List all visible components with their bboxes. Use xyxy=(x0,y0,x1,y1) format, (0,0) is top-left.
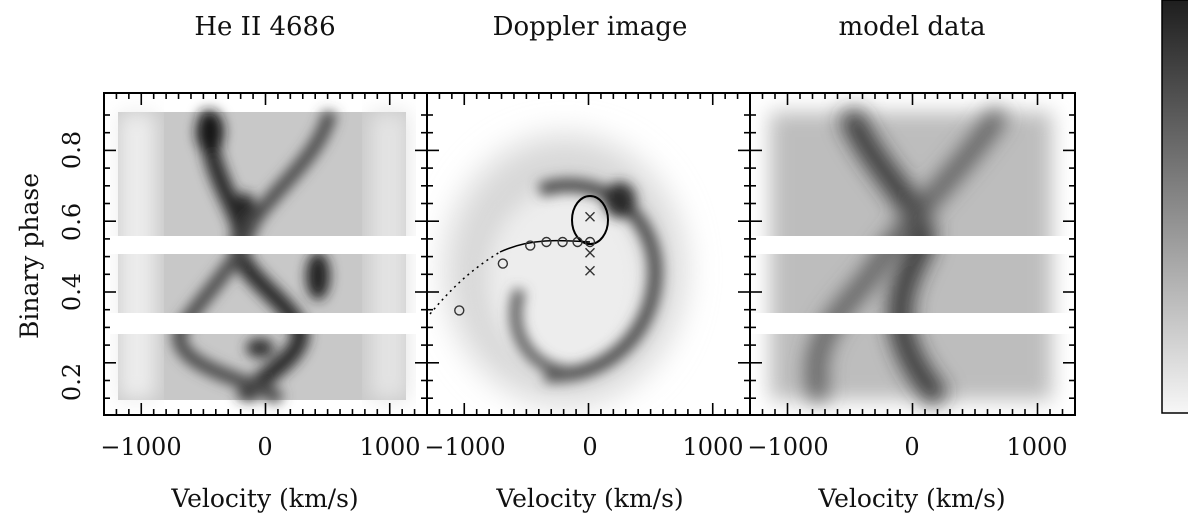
x-tick-label: 1000 xyxy=(359,433,420,461)
colorbar xyxy=(1161,0,1188,414)
x-tick-label: 1000 xyxy=(1006,433,1067,461)
x-axis-label-model: Velocity (km/s) xyxy=(817,484,1005,513)
x-tick-labels-model: −1000 0 1000 xyxy=(747,433,1067,461)
x-tick-labels-doppler: −1000 0 1000 xyxy=(424,433,743,461)
y-tick-label-0.8: 0.8 xyxy=(58,131,86,169)
x-tick-label: −1000 xyxy=(100,433,181,461)
panel-title-doppler: Doppler image xyxy=(493,12,688,42)
stream-point xyxy=(541,236,552,248)
stream-point xyxy=(572,236,583,248)
y-axis-label: Binary phase xyxy=(15,173,44,339)
cross-marker xyxy=(585,265,595,276)
y-tick-label-0.6: 0.6 xyxy=(58,203,86,241)
stream-point xyxy=(557,236,568,248)
x-axis-label-doppler: Velocity (km/s) xyxy=(495,484,683,513)
x-tick-label: −1000 xyxy=(747,433,828,461)
x-tick-labels-heii: −1000 0 1000 xyxy=(100,433,420,461)
x-axis-label-heii: Velocity (km/s) xyxy=(170,484,358,513)
stream-line-solid xyxy=(499,239,591,253)
y-tick-labels: 0.2 0.4 0.6 0.8 xyxy=(58,131,86,401)
cross-marker xyxy=(585,211,595,222)
y-tick-label-0.4: 0.4 xyxy=(58,273,86,311)
stream-point xyxy=(525,240,536,251)
doppler-overlays xyxy=(429,195,609,316)
stream-point xyxy=(497,258,509,269)
roche-lobe-outline xyxy=(571,195,609,245)
panel-title-model: model data xyxy=(838,12,985,42)
x-tick-label: 0 xyxy=(904,433,919,461)
heii-trailed-spectra xyxy=(104,110,427,406)
x-tick-label: 0 xyxy=(582,433,597,461)
x-tick-label: −1000 xyxy=(424,433,505,461)
stream-point xyxy=(584,236,596,248)
panel-title-heii: He II 4686 xyxy=(194,12,335,42)
y-tick-label-0.2: 0.2 xyxy=(58,363,86,401)
model-trailed-spectra xyxy=(750,107,1075,408)
x-tick-label: 0 xyxy=(257,433,272,461)
stream-point xyxy=(454,305,465,316)
cross-marker xyxy=(585,247,595,258)
x-tick-label: 1000 xyxy=(682,433,743,461)
